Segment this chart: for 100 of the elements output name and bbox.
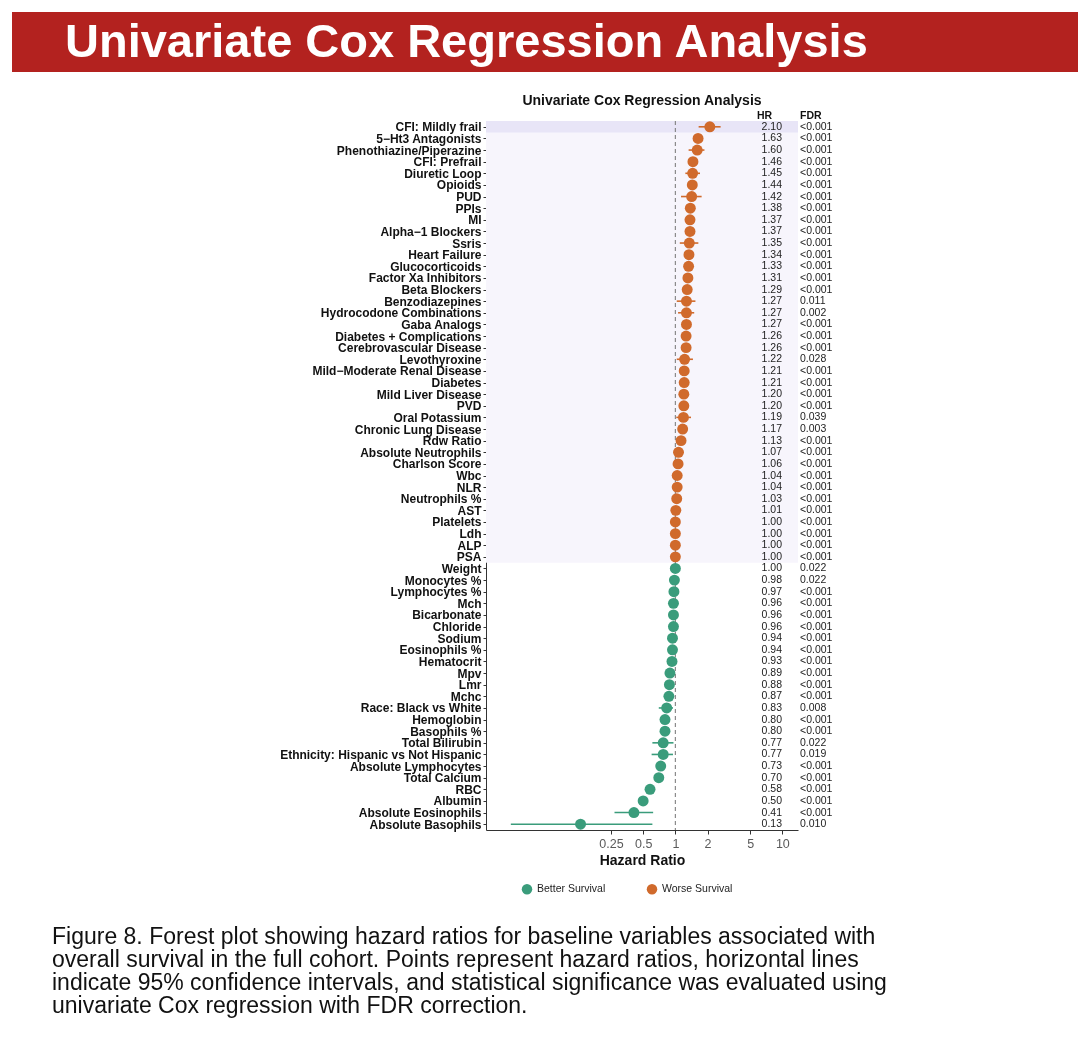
text: <0.001 <box>800 619 833 632</box>
y-tick-label: CFI: Mildly frail <box>395 120 482 135</box>
text: <0.001 <box>800 480 833 493</box>
x-tick-label: 0.25 <box>599 836 624 851</box>
annotation: 1.63 <box>761 131 783 144</box>
annotation: 0.93 <box>761 654 783 667</box>
y-tick-label: RBC <box>455 782 482 797</box>
annotation: 1.44 <box>761 177 783 190</box>
annotation: 1.19 <box>761 410 783 423</box>
x-tick-label: 10 <box>775 836 790 851</box>
text: <0.001 <box>800 468 833 481</box>
text: <0.001 <box>800 642 833 655</box>
annotation: 1.46 <box>761 154 783 167</box>
annotation: 1.60 <box>761 143 783 156</box>
text: <0.001 <box>800 607 833 620</box>
text: <0.001 <box>800 143 833 156</box>
annotation: 0.80 <box>761 724 783 737</box>
text: 0.022 <box>800 573 827 586</box>
annotation: 0.70 <box>761 770 783 783</box>
annotation: 1.04 <box>761 480 783 493</box>
text: 0.039 <box>800 410 827 423</box>
y-tick-label: Hemoglobin <box>412 713 482 728</box>
text: <0.001 <box>800 154 833 167</box>
annotation: 1.17 <box>761 422 783 435</box>
chart-subtitle: Univariate Cox Regression Analysis <box>522 92 762 108</box>
text: <0.001 <box>800 189 833 202</box>
text: <0.001 <box>800 689 833 702</box>
text: <0.001 <box>800 363 833 376</box>
annotation: 0.94 <box>761 631 783 644</box>
text: <0.001 <box>800 538 833 551</box>
annotation: 1.21 <box>761 375 783 388</box>
text: 0.011 <box>800 294 826 307</box>
annotation: 0.73 <box>761 759 783 772</box>
text: <0.001 <box>800 491 833 504</box>
text: <0.001 <box>800 445 833 458</box>
text: <0.001 <box>800 759 833 772</box>
text: <0.001 <box>800 224 833 237</box>
annotation: 0.96 <box>761 619 783 632</box>
annotation: 1.00 <box>761 538 783 551</box>
y-tick-label: Mch <box>457 596 482 611</box>
annotation: 1.35 <box>761 236 783 249</box>
text: <0.001 <box>800 712 833 725</box>
text: <0.001 <box>800 770 833 783</box>
text: <0.001 <box>800 456 833 469</box>
annotation: 1.04 <box>761 468 783 481</box>
annotation: 1.33 <box>761 259 783 272</box>
y-tick-label: Diuretic Loop <box>404 166 482 181</box>
text: <0.001 <box>800 177 833 190</box>
annotation: 1.31 <box>761 270 783 283</box>
text: <0.001 <box>800 398 833 411</box>
annotation: 0.80 <box>761 712 783 725</box>
text: <0.001 <box>800 549 833 562</box>
text: <0.001 <box>800 387 833 400</box>
x-tick-label: 5 <box>747 836 755 851</box>
text: FDR <box>800 109 822 121</box>
annotation: 0.83 <box>761 700 783 713</box>
text: <0.001 <box>800 375 833 388</box>
annotation: 2.10 <box>761 119 783 132</box>
text: 0.002 <box>800 305 827 318</box>
annotation: 1.20 <box>761 398 783 411</box>
annotation: 0.87 <box>761 689 783 702</box>
text: <0.001 <box>800 596 833 609</box>
annotation: 1.22 <box>761 352 783 365</box>
y-tick-label: Factor Xa Inhibitors <box>368 271 482 286</box>
text: 0.022 <box>800 561 827 574</box>
text: 0.022 <box>800 735 827 748</box>
annotation: 1.34 <box>761 247 783 260</box>
text: <0.001 <box>800 793 833 806</box>
text: <0.001 <box>800 526 833 539</box>
annotation: 1.00 <box>761 549 783 562</box>
annotation: 0.58 <box>761 782 783 795</box>
text: <0.001 <box>800 166 833 179</box>
text: 0.003 <box>800 422 827 435</box>
text: <0.001 <box>800 631 833 644</box>
text: HR <box>757 109 773 121</box>
text: <0.001 <box>800 317 833 330</box>
annotation: 1.42 <box>761 189 783 202</box>
y-tick-label: Gaba Analogs <box>401 317 482 332</box>
annotation: 0.77 <box>761 735 783 748</box>
annotation: 1.07 <box>761 445 783 458</box>
y-tick-label: Mpv <box>457 666 482 681</box>
x-tick-label: 2 <box>704 836 712 851</box>
y-tick-label: Absolute Neutrophils <box>360 445 482 460</box>
text: <0.001 <box>800 433 833 446</box>
text: <0.001 <box>800 340 833 353</box>
text: <0.001 <box>800 270 833 283</box>
annotation: 1.27 <box>761 317 783 330</box>
annotation: 0.98 <box>761 573 783 586</box>
y-tick-label: Ethnicity: Hispanic vs Not Hispanic <box>280 747 482 762</box>
text: <0.001 <box>800 666 833 679</box>
text: <0.001 <box>800 119 833 132</box>
text: 0.008 <box>800 700 827 713</box>
annotation: 0.94 <box>761 642 783 655</box>
text: <0.001 <box>800 282 833 295</box>
y-tick-label: Race: Black vs White <box>360 701 482 716</box>
y-tick-label: Absolute Eosinophils <box>358 806 482 821</box>
annotation: 1.45 <box>761 166 783 179</box>
y-tick-label: Chronic Lung Disease <box>354 422 482 437</box>
y-tick-label: Platelets <box>432 515 482 530</box>
annotation: 0.96 <box>761 607 783 620</box>
